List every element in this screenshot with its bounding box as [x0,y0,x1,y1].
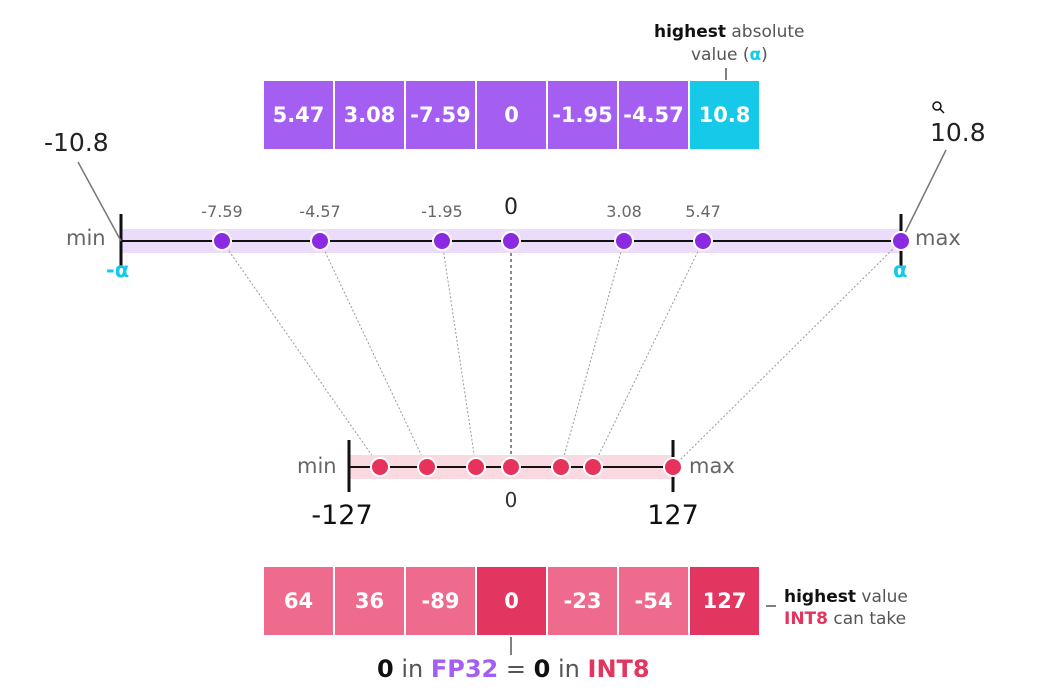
int8-point [663,457,683,477]
int8-points [370,457,683,477]
int8-point [370,457,390,477]
fp32-point [891,231,911,251]
fp32-cell: -4.57 [619,81,688,149]
int8-max-cell: 127 [690,567,759,635]
bottom-callout-line2: INT8 can take [784,609,906,629]
int8-cell: -54 [619,567,688,635]
bottom-callout-bold: highest [784,587,856,607]
fp32-point [212,231,232,251]
fp32-point-label: 5.47 [685,202,721,221]
top-callout-alpha: α [749,45,762,65]
fp32-pos-alpha: α [893,258,908,282]
fp32-max-label: max [915,226,961,250]
fp32-cell: 3.08 [335,81,404,149]
bottom-callout-line1: highest value [784,587,908,607]
fp32-point-label: -1.95 [421,202,463,221]
top-callout-value: value ( [691,45,750,65]
fp32-right-value: 10.8 [930,118,986,147]
caption-int8: INT8 [587,655,650,683]
fp32-cell: 5.47 [264,81,333,149]
caption-zero-fp32: 0 [377,655,394,683]
int8-point [466,457,486,477]
zoom-icon[interactable] [932,101,945,114]
fp32-point [693,231,713,251]
fp32-point-label: -4.57 [299,202,341,221]
fp32-point [614,231,634,251]
fp32-cell: -7.59 [406,81,475,149]
int8-cell: -89 [406,567,475,635]
int8-right-value: 127 [647,500,699,531]
int8-cell: -23 [548,567,617,635]
int8-zero-label: 0 [504,488,518,512]
int8-point [417,457,437,477]
fp32-point [501,231,521,251]
int8-point [583,457,603,477]
fp32-zero-label: 0 [504,195,518,220]
int8-max-label: max [689,454,735,478]
top-callout-line2: value (α) [691,45,768,65]
fp32-neg-alpha: -α [106,258,130,282]
int8-cell: 64 [264,567,333,635]
bottom-callout-int8: INT8 [784,609,828,629]
caption-in-2: in [558,655,580,683]
int8-zero-cell: 0 [477,567,546,635]
fp32-point [310,231,330,251]
fp32-points [212,231,911,251]
left-value-leader [77,161,122,242]
caption-fp32: FP32 [430,655,499,683]
caption-in-1: in [401,655,424,683]
caption: 0 in FP32 = 0 in INT8 [377,655,650,683]
fp32-left-value: -10.8 [44,128,109,157]
int8-left-value: -127 [311,500,373,531]
int8-point [501,457,521,477]
top-callout: highest absolute [654,22,804,42]
int8-cell: 36 [335,567,404,635]
top-callout-close: ) [761,45,768,65]
fp32-min-label: min [66,226,106,250]
top-callout-rest: absolute [731,22,805,42]
bottom-callout-tail: can take [833,609,907,629]
caption-zero-int8: 0 [533,655,551,683]
int8-min-label: min [297,454,337,478]
mapping-lines [221,240,902,468]
fp32-point-label: 3.08 [606,202,642,221]
right-value-leader [900,149,947,242]
fp32-point [432,231,452,251]
bottom-callout-rest: value [861,587,908,607]
top-callout-bold: highest [654,22,726,42]
fp32-max-cell: 10.8 [690,81,759,149]
caption-equals: = [505,655,527,683]
fp32-cell: -1.95 [548,81,617,149]
fp32-cell: 0 [477,81,546,149]
fp32-point-label: -7.59 [201,202,243,221]
int8-point [551,457,571,477]
